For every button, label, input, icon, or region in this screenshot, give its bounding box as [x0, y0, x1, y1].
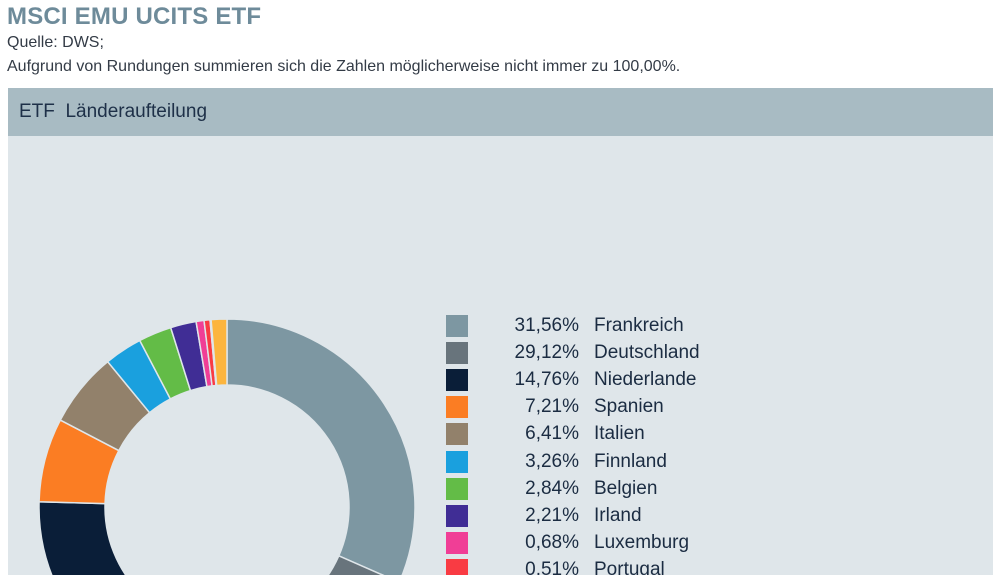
legend-label: Luxemburg: [594, 532, 690, 554]
legend-row-niederlande: 14,76% Niederlande: [446, 366, 763, 393]
legend-row-belgien: 2,84% Belgien: [446, 475, 763, 502]
legend-label: Niederlande: [594, 368, 697, 390]
legend-percent: 7,21%: [525, 396, 579, 418]
legend-swatch-italien: [446, 423, 468, 446]
country-allocation-donut-chart: [38, 318, 416, 575]
donut-slice-deutschland: [327, 554, 385, 575]
legend-swatch-portugal: [446, 559, 468, 575]
legend-row-frankreich: 31,56% Frankreich: [446, 312, 763, 339]
legend-percent: 31,56%: [514, 314, 579, 336]
legend-label: Belgien: [594, 477, 658, 499]
page-title: MSCI EMU UCITS ETF: [7, 3, 262, 30]
legend-percent: 29,12%: [514, 341, 579, 363]
legend-swatch-niederlande: [446, 368, 468, 391]
legend-swatch-luxemburg: [446, 532, 468, 555]
legend-row-irland: 2,21% Irland: [446, 502, 763, 529]
donut-slice-frankreich: [226, 318, 416, 575]
legend-swatch-deutschland: [446, 341, 468, 364]
legend-percent: 14,76%: [514, 368, 579, 390]
legend-label: Italien: [594, 423, 645, 445]
chart-panel: 31,56% Frankreich 29,12% Deutschland 14,76% N…: [8, 136, 993, 575]
legend-label: Deutschland: [594, 341, 700, 363]
legend-percent: 2,84%: [525, 477, 579, 499]
legend-percent: 2,21%: [525, 504, 579, 526]
legend-row-portugal: 0,51% Portugal: [446, 557, 763, 575]
legend-label: Portugal: [594, 559, 665, 575]
legend-row-italien: 6,41% Italien: [446, 421, 763, 448]
source-line: Quelle: DWS;: [7, 34, 104, 51]
legend-percent: 0,51%: [525, 559, 579, 575]
legend-row-luxemburg: 0,68% Luxemburg: [446, 530, 763, 557]
section-title: ETF Länderaufteilung: [19, 101, 208, 122]
rounding-note: Aufgrund von Rundungen summieren sich di…: [7, 58, 681, 75]
legend-swatch-finnland: [446, 450, 468, 473]
legend-swatch-irland: [446, 504, 468, 527]
legend-swatch-belgien: [446, 477, 468, 500]
legend-row-finnland: 3,26% Finnland: [446, 448, 763, 475]
legend-row-deutschland: 29,12% Deutschland: [446, 339, 763, 366]
legend-row-spanien: 7,21% Spanien: [446, 394, 763, 421]
legend-label: Frankreich: [594, 314, 684, 336]
legend-swatch-frankreich: [446, 314, 468, 337]
legend-label: Irland: [594, 504, 642, 526]
legend-swatch-spanien: [446, 396, 468, 419]
legend-percent: 0,68%: [525, 532, 579, 554]
section-header-bar: ETF Länderaufteilung: [8, 88, 993, 136]
legend-percent: 3,26%: [525, 450, 579, 472]
chart-legend: 31,56% Frankreich 29,12% Deutschland 14,76% N…: [446, 312, 763, 575]
donut-slice-andere: [210, 318, 228, 387]
donut-slice-niederlande: [38, 501, 127, 575]
legend-label: Spanien: [594, 396, 664, 418]
legend-percent: 6,41%: [525, 423, 579, 445]
legend-label: Finnland: [594, 450, 667, 472]
